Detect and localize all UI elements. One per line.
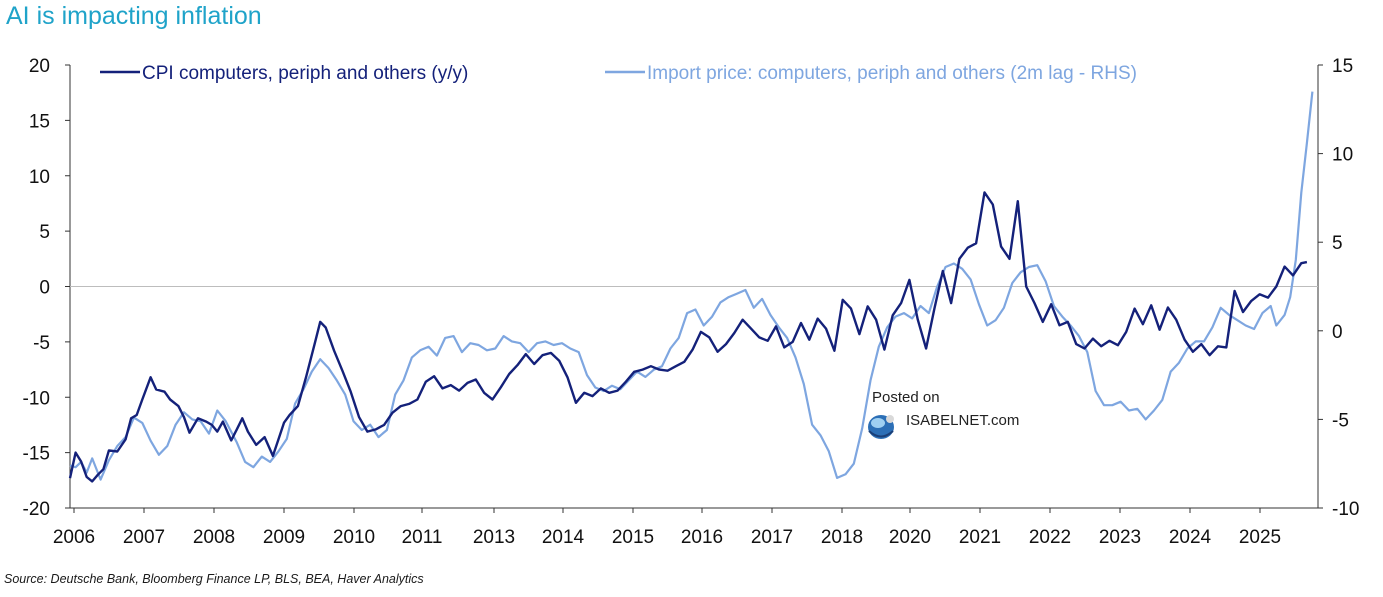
left-tick-label: 0 [39, 278, 50, 299]
globe-icon [868, 415, 894, 439]
x-tick-label: 2014 [542, 527, 585, 548]
watermark: Posted on ISABELNET.com [866, 389, 1056, 445]
x-tick-label: 2024 [1169, 527, 1212, 548]
x-tick-label: 2021 [959, 527, 1001, 548]
right-tick-label: -10 [1332, 499, 1359, 520]
x-tick-label: 2025 [1239, 527, 1281, 548]
x-tick-label: 2013 [473, 527, 515, 548]
x-tick-label: 2010 [333, 527, 375, 548]
legend-import-price-label: Import price: computers, periph and othe… [647, 63, 1137, 84]
left-tick-label: 20 [29, 56, 50, 77]
cpi-series-line [68, 191, 1308, 483]
x-tick-label: 2016 [681, 527, 723, 548]
series-group [68, 91, 1314, 483]
right-tick-label: 0 [1332, 322, 1343, 343]
x-tick-label: 2007 [123, 527, 165, 548]
page-title: AI is impacting inflation [6, 2, 262, 30]
x-tick-label: 2008 [193, 527, 235, 548]
legend-group: CPI computers, periph and others (y/y) Im… [100, 63, 1137, 84]
x-tick-label: 2006 [53, 527, 95, 548]
x-tick-label: 2020 [889, 527, 931, 548]
left-tick-label: -20 [23, 499, 50, 520]
x-tick-label: 2018 [821, 527, 863, 548]
right-tick-label: 15 [1332, 56, 1353, 77]
left-tick-label: -10 [23, 388, 50, 409]
x-tick-label: 2022 [1029, 527, 1071, 548]
right-tick-label: 5 [1332, 233, 1343, 254]
source-note: Source: Deutsche Bank, Bloomberg Finance… [4, 572, 424, 586]
x-tick-label: 2011 [402, 527, 443, 548]
left-tick-label: 15 [29, 111, 50, 132]
x-tick-label: 2015 [612, 527, 654, 548]
left-tick-label: 10 [29, 167, 50, 188]
watermark-posted-text: Posted on [872, 389, 940, 406]
left-tick-label: -15 [23, 444, 50, 465]
x-tick-label: 2009 [263, 527, 305, 548]
x-tick-label: 2017 [751, 527, 793, 548]
import-price-series-line [69, 91, 1314, 481]
x-tick-label: 2023 [1099, 527, 1141, 548]
right-tick-label: 10 [1332, 145, 1353, 166]
legend-cpi-label: CPI computers, periph and others (y/y) [142, 63, 468, 84]
right-tick-label: -5 [1332, 410, 1349, 431]
left-tick-label: 5 [39, 222, 50, 243]
watermark-site-text: ISABELNET.com [906, 412, 1020, 429]
left-tick-label: -5 [33, 333, 50, 354]
